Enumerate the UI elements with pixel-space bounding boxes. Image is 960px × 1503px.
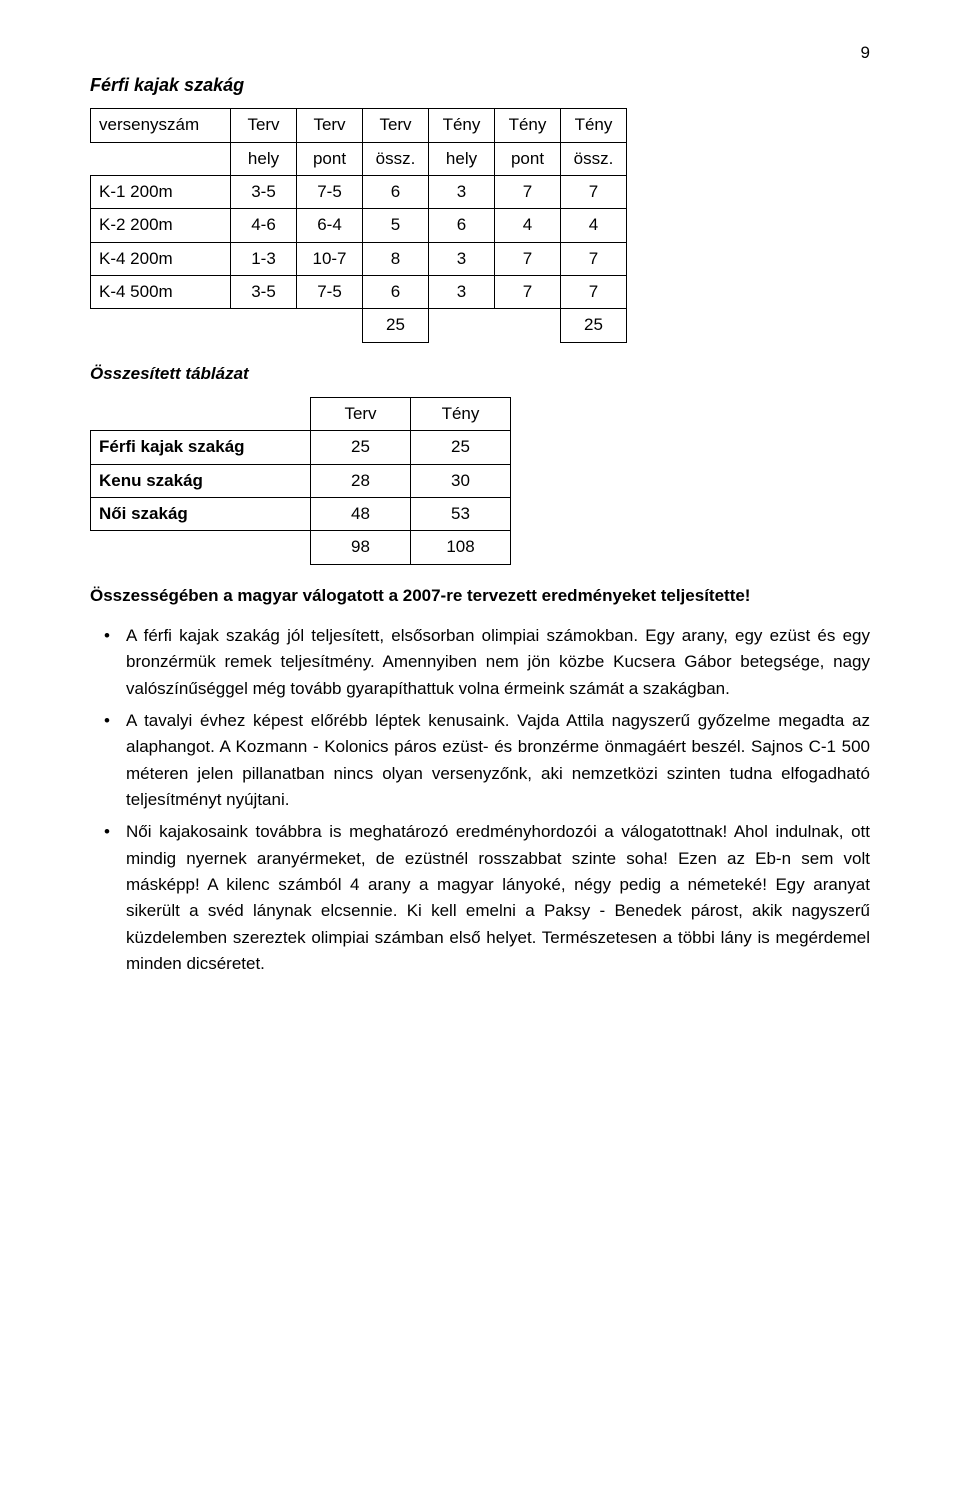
list-item: Női kajakosaink továbbra is meghatározó …: [90, 819, 870, 977]
bullet-list: A férfi kajak szakág jól teljesített, el…: [90, 623, 870, 977]
cell: 7: [495, 242, 561, 275]
list-item: A férfi kajak szakág jól teljesített, el…: [90, 623, 870, 702]
table-row: 25 25: [91, 309, 627, 342]
cell: [297, 309, 363, 342]
col-hdr: Terv: [231, 109, 297, 142]
cell: 25: [311, 431, 411, 464]
cell: 4: [495, 209, 561, 242]
table-row: 98 108: [91, 531, 511, 564]
cell: 7: [495, 175, 561, 208]
cell: [231, 309, 297, 342]
col-subhdr: pont: [495, 142, 561, 175]
cell: 28: [311, 464, 411, 497]
cell-total: 25: [561, 309, 627, 342]
col-hdr: Tény: [411, 397, 511, 430]
cell-total: 98: [311, 531, 411, 564]
cell: 53: [411, 498, 511, 531]
col-subhdr: [91, 142, 231, 175]
list-item: A tavalyi évhez képest előrébb léptek ke…: [90, 708, 870, 813]
cell: 3-5: [231, 275, 297, 308]
cell: 25: [411, 431, 511, 464]
cell: 30: [411, 464, 511, 497]
row-label: Kenu szakág: [91, 464, 311, 497]
table-row: hely pont össz. hely pont össz.: [91, 142, 627, 175]
cell: 3: [429, 175, 495, 208]
cell: 7: [561, 242, 627, 275]
cell: 7-5: [297, 175, 363, 208]
cell: 1-3: [231, 242, 297, 275]
table-1: versenyszám Terv Terv Terv Tény Tény Tén…: [90, 108, 627, 342]
cell: 48: [311, 498, 411, 531]
cell: 4: [561, 209, 627, 242]
table-row: Terv Tény: [91, 397, 511, 430]
cell: 6-4: [297, 209, 363, 242]
table-row: K-4 500m 3-5 7-5 6 3 7 7: [91, 275, 627, 308]
cell: 7: [561, 275, 627, 308]
summary-lead: Összességében a magyar válogatott a 2007…: [90, 583, 870, 609]
cell: 7: [561, 175, 627, 208]
section-title-2: Összesített táblázat: [90, 361, 870, 387]
row-label: Női szakág: [91, 498, 311, 531]
table-row: Kenu szakág 28 30: [91, 464, 511, 497]
row-label: [91, 531, 311, 564]
cell: 3: [429, 242, 495, 275]
section-title-1: Férfi kajak szakág: [90, 72, 870, 100]
cell: [91, 309, 231, 342]
table-row: versenyszám Terv Terv Terv Tény Tény Tén…: [91, 109, 627, 142]
cell: [429, 309, 495, 342]
cell: 10-7: [297, 242, 363, 275]
col-hdr: Tény: [429, 109, 495, 142]
cell: 7-5: [297, 275, 363, 308]
row-label: K-1 200m: [91, 175, 231, 208]
table-row: Női szakág 48 53: [91, 498, 511, 531]
col-hdr: [91, 397, 311, 430]
cell: 4-6: [231, 209, 297, 242]
col-hdr: Terv: [363, 109, 429, 142]
cell: 6: [363, 175, 429, 208]
col-subhdr: hely: [429, 142, 495, 175]
col-hdr: Terv: [297, 109, 363, 142]
row-label: Férfi kajak szakág: [91, 431, 311, 464]
cell: 5: [363, 209, 429, 242]
cell: [495, 309, 561, 342]
row-label: K-2 200m: [91, 209, 231, 242]
col-subhdr: össz.: [363, 142, 429, 175]
page-number: 9: [90, 40, 870, 66]
row-label: K-4 500m: [91, 275, 231, 308]
col-hdr: Terv: [311, 397, 411, 430]
col-hdr: versenyszám: [91, 109, 231, 142]
col-subhdr: hely: [231, 142, 297, 175]
table-row: K-2 200m 4-6 6-4 5 6 4 4: [91, 209, 627, 242]
cell: 3-5: [231, 175, 297, 208]
cell: 8: [363, 242, 429, 275]
cell: 6: [429, 209, 495, 242]
cell-total: 108: [411, 531, 511, 564]
table-2: Terv Tény Férfi kajak szakág 25 25 Kenu …: [90, 397, 511, 565]
col-hdr: Tény: [495, 109, 561, 142]
row-label: K-4 200m: [91, 242, 231, 275]
table-row: Férfi kajak szakág 25 25: [91, 431, 511, 464]
table-row: K-4 200m 1-3 10-7 8 3 7 7: [91, 242, 627, 275]
col-subhdr: össz.: [561, 142, 627, 175]
col-hdr: Tény: [561, 109, 627, 142]
cell: 6: [363, 275, 429, 308]
cell: 3: [429, 275, 495, 308]
table-row: K-1 200m 3-5 7-5 6 3 7 7: [91, 175, 627, 208]
cell-total: 25: [363, 309, 429, 342]
cell: 7: [495, 275, 561, 308]
col-subhdr: pont: [297, 142, 363, 175]
